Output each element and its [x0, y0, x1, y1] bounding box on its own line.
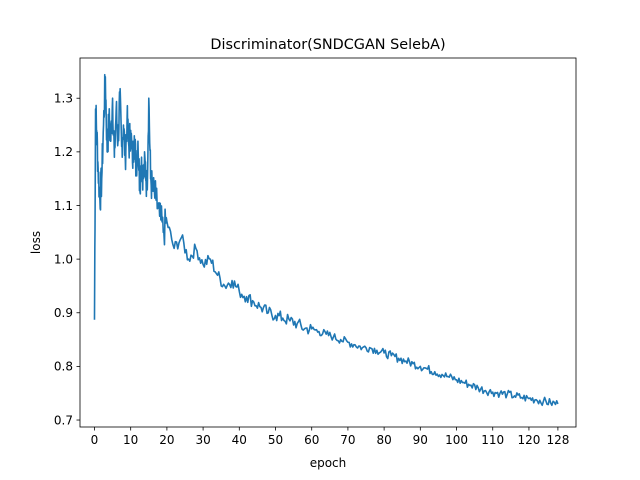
- x-tick-label: 110: [481, 433, 504, 447]
- x-tick-label: 60: [304, 433, 319, 447]
- y-tick-label: 1.0: [54, 252, 73, 266]
- x-tick-label: 70: [340, 433, 355, 447]
- y-tick-label: 1.3: [54, 92, 73, 106]
- y-axis-label: loss: [29, 231, 43, 254]
- chart-title: Discriminator(SNDCGAN SelebA): [210, 37, 445, 53]
- x-tick-label: 10: [123, 433, 138, 447]
- x-tick-label: 50: [268, 433, 283, 447]
- x-tick-label: 0: [91, 433, 99, 447]
- y-axis-ticks: 0.7 0.8 0.9 1.0 1.1 1.2 1.3: [54, 92, 80, 427]
- y-tick-label: 0.9: [54, 306, 73, 320]
- x-tick-label: 40: [232, 433, 247, 447]
- x-tick-label: 30: [195, 433, 210, 447]
- x-tick-label: 20: [159, 433, 174, 447]
- y-tick-label: 0.7: [54, 413, 73, 427]
- x-tick-label: 90: [413, 433, 428, 447]
- x-tick-label: 128: [546, 433, 569, 447]
- y-tick-label: 0.8: [54, 360, 73, 374]
- axes-frame: [79, 57, 577, 428]
- y-tick-label: 1.2: [54, 145, 73, 159]
- series-line-0: [93, 73, 559, 407]
- y-tick-label: 1.1: [54, 199, 73, 213]
- x-tick-label: 100: [445, 433, 468, 447]
- x-tick-label: 120: [517, 433, 540, 447]
- x-tick-label: 80: [376, 433, 391, 447]
- x-axis-ticks: 0 10 20 30 40 50 60 70 80 90 100 110 120 128: [91, 427, 569, 447]
- x-axis-label: epoch: [310, 456, 347, 470]
